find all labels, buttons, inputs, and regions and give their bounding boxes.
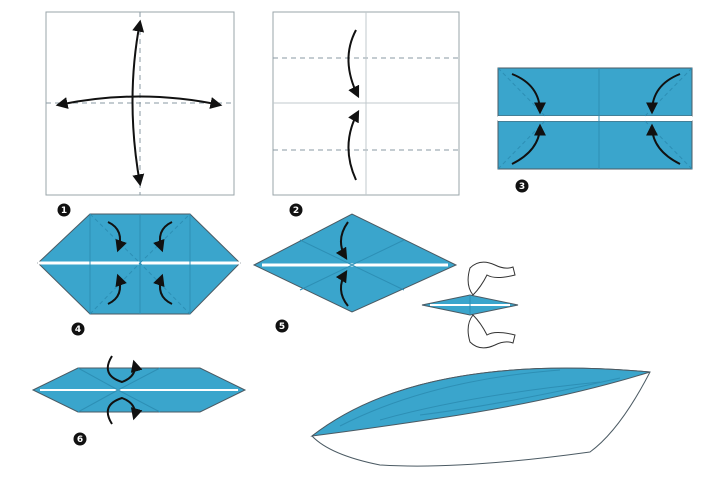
step-badge-1: 1 xyxy=(57,203,71,217)
step-badge-6: 6 xyxy=(73,432,87,446)
step-badge-4: 4 xyxy=(71,322,85,336)
svg-text:3: 3 xyxy=(519,182,525,192)
step-2-square xyxy=(272,11,460,196)
svg-text:5: 5 xyxy=(279,322,285,332)
step-3-rectangle xyxy=(497,67,693,170)
step-5-diamond xyxy=(252,213,458,313)
step-6-long-shape xyxy=(31,355,247,425)
svg-text:4: 4 xyxy=(75,325,81,335)
step-badge-2: 2 xyxy=(289,203,303,217)
top-fold-arrow xyxy=(347,29,360,99)
pull-apart-illustration xyxy=(421,261,519,349)
hand-icon xyxy=(467,314,516,349)
step-1-square xyxy=(45,11,235,196)
bottom-fold-arrow xyxy=(347,109,360,181)
step-4-hexagon xyxy=(37,213,241,315)
svg-text:1: 1 xyxy=(61,206,67,216)
step-badge-3: 3 xyxy=(515,179,529,193)
svg-text:2: 2 xyxy=(293,206,299,216)
hand-icon xyxy=(467,261,516,296)
finished-boat xyxy=(310,367,651,467)
step-badge-5: 5 xyxy=(275,319,289,333)
svg-text:6: 6 xyxy=(77,435,83,445)
horizontal-fold-arrow xyxy=(55,95,223,109)
